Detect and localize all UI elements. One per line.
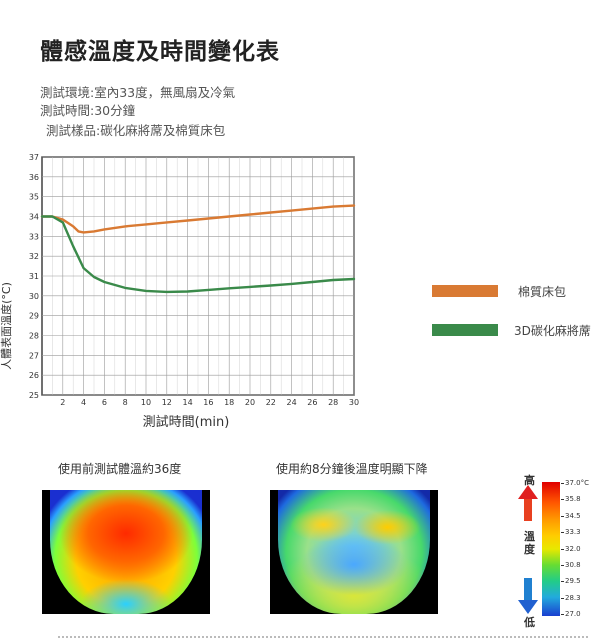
x-tick-label: 18 — [224, 398, 234, 407]
y-tick-label: 32 — [29, 252, 39, 261]
scale-tick-label: 33.3 — [561, 528, 581, 537]
y-tick-label: 29 — [29, 312, 39, 321]
y-tick-label: 37 — [29, 153, 39, 162]
x-tick-label: 2 — [60, 398, 65, 407]
scale-tick-label: 34.5 — [561, 511, 581, 520]
x-axis-label: 測試時間(min) — [143, 414, 230, 430]
low-arrow-icon — [518, 600, 538, 614]
scale-tick-label: 27.0 — [561, 610, 581, 618]
x-tick-label: 24 — [287, 398, 297, 407]
test-duration-text: 測試時間:30分鐘 — [40, 103, 136, 118]
x-tick-label: 28 — [328, 398, 338, 407]
y-axis-label: 人體表面溫度(°C) — [0, 282, 13, 370]
x-tick-label: 16 — [203, 398, 213, 407]
legend-swatch-bamboo-mat — [432, 324, 498, 336]
y-tick-label: 36 — [29, 173, 39, 182]
x-tick-label: 22 — [266, 398, 276, 407]
page-title: 體感溫度及時間變化表 — [40, 39, 280, 65]
divider — [58, 636, 588, 638]
low-arrow-shaft — [524, 578, 532, 600]
scale-tick-label: 37.0°C — [561, 479, 589, 487]
thermal-image-before — [42, 490, 210, 614]
legend-label-bamboo-mat: 3D碳化麻將蓆 — [514, 324, 591, 338]
thermal-image-after — [270, 490, 438, 614]
scale-tick-label: 28.3 — [561, 593, 581, 602]
x-tick-label: 26 — [307, 398, 317, 407]
scale-high-label: 高 — [524, 474, 535, 487]
scale-temperature-label: 溫度 — [524, 530, 535, 556]
legend-label-cotton: 棉質床包 — [518, 285, 567, 299]
scale-tick-label: 32.0 — [561, 544, 581, 553]
thermal-before-caption: 使用前測試體溫約36度 — [58, 462, 182, 476]
y-tick-label: 34 — [29, 213, 39, 222]
scale-low-label: 低 — [524, 616, 535, 629]
high-arrow-icon — [518, 485, 538, 499]
x-tick-label: 6 — [102, 398, 107, 407]
y-tick-label: 28 — [29, 332, 39, 341]
test-environment-text: 測試環境:室內33度，無風扇及冷氣 — [40, 85, 236, 100]
thermal-after-caption: 使用約8分鐘後溫度明顯下降 — [276, 462, 428, 476]
x-tick-label: 12 — [162, 398, 172, 407]
x-tick-label: 8 — [123, 398, 128, 407]
y-tick-label: 27 — [29, 351, 39, 360]
series-line-0 — [40, 204, 356, 234]
x-tick-label: 20 — [245, 398, 255, 407]
x-tick-label: 4 — [81, 398, 86, 407]
x-tick-label: 30 — [349, 398, 359, 407]
temperature-color-scale — [542, 482, 560, 616]
y-tick-label: 30 — [29, 292, 39, 301]
scale-tick-label: 29.5 — [561, 577, 581, 586]
legend-swatch-cotton — [432, 285, 498, 297]
y-tick-label: 33 — [29, 232, 39, 241]
y-tick-label: 25 — [29, 391, 39, 400]
scale-tick-label: 30.8 — [561, 560, 581, 569]
test-sample-text: 測試樣品:碳化麻將蓆及棉質床包 — [46, 123, 226, 138]
y-tick-label: 31 — [29, 272, 39, 281]
high-arrow-shaft — [524, 499, 532, 521]
scale-tick-label: 35.8 — [561, 495, 581, 504]
x-tick-label: 14 — [183, 398, 193, 407]
y-tick-label: 26 — [29, 371, 39, 380]
temperature-line-chart: 2 4 6 8 10 12 14 16 18 20 22 24 26 28 3025262728293031… — [0, 153, 359, 430]
x-tick-label: 10 — [141, 398, 151, 407]
series-line-1 — [40, 215, 356, 294]
y-tick-label: 35 — [29, 193, 39, 202]
